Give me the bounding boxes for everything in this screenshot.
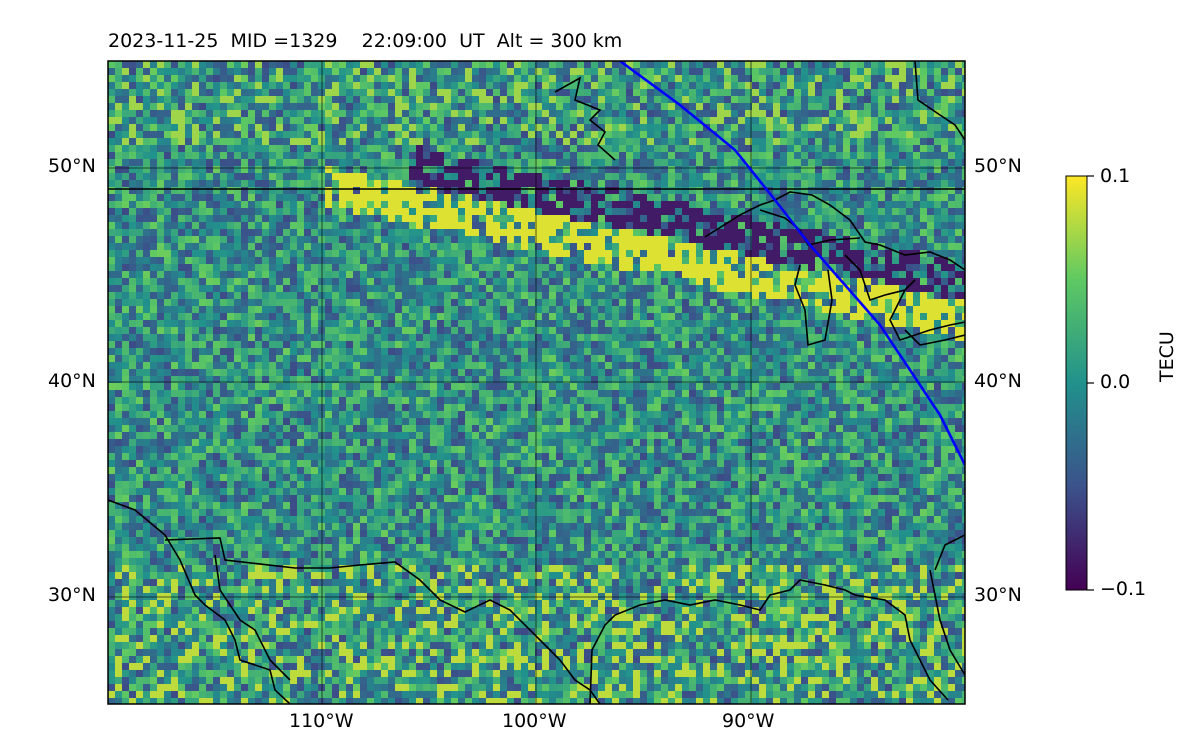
lon-label-90w: 90°W: [722, 710, 774, 732]
colorbar-tick-min: −0.1: [1100, 578, 1146, 600]
tec-heatmap: [108, 61, 969, 705]
lon-label-100w: 100°W: [502, 710, 567, 732]
colorbar-ticks: [1087, 176, 1094, 590]
lat-label-50-left: 50°N: [48, 155, 96, 177]
lon-label-110w: 110°W: [289, 710, 354, 732]
lat-label-40-right: 40°N: [974, 370, 1022, 392]
colorbar: [1066, 176, 1087, 590]
lat-label-30-left: 30°N: [48, 584, 96, 606]
colorbar-tick-max: 0.1: [1100, 165, 1130, 187]
colorbar-tick-zero: 0.0: [1100, 371, 1130, 393]
lat-label-40-left: 40°N: [48, 370, 96, 392]
colorbar-label: TECU: [1156, 331, 1178, 382]
lat-label-30-right: 30°N: [974, 584, 1022, 606]
lat-label-50-right: 50°N: [974, 155, 1022, 177]
